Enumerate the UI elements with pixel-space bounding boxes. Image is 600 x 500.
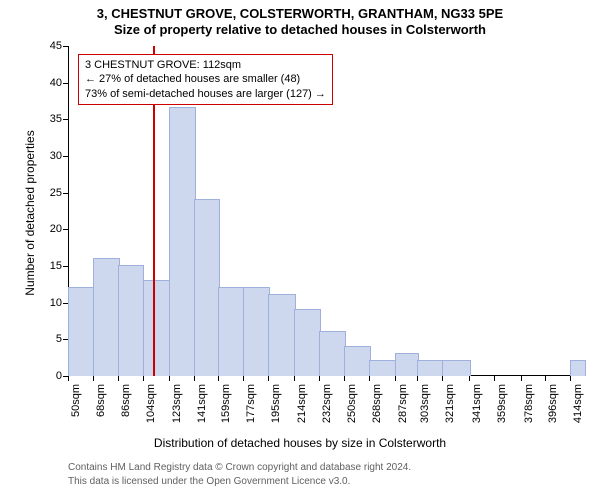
x-axis-label: Distribution of detached houses by size … — [0, 436, 600, 450]
histogram-bar — [118, 265, 145, 376]
xtick-label: 195sqm — [270, 384, 282, 434]
ytick-mark — [63, 119, 68, 120]
xtick-label: 123sqm — [171, 384, 183, 434]
xtick-mark — [143, 376, 144, 381]
xtick-mark — [494, 376, 495, 381]
xtick-label: 396sqm — [547, 384, 559, 434]
ytick-mark — [63, 83, 68, 84]
xtick-mark — [417, 376, 418, 381]
xtick-label: 359sqm — [496, 384, 508, 434]
annotation-line-3: 73% of semi-detached houses are larger (… — [85, 87, 326, 101]
xtick-label: 414sqm — [572, 384, 584, 434]
xtick-mark — [344, 376, 345, 381]
xtick-mark — [268, 376, 269, 381]
xtick-mark — [319, 376, 320, 381]
xtick-label: 68sqm — [95, 384, 107, 434]
xtick-label: 321sqm — [444, 384, 456, 434]
xtick-label: 104sqm — [145, 384, 157, 434]
xtick-mark — [93, 376, 94, 381]
histogram-bar — [319, 331, 346, 376]
xtick-mark — [442, 376, 443, 381]
xtick-label: 250sqm — [346, 384, 358, 434]
xtick-mark — [369, 376, 370, 381]
histogram-bar — [417, 360, 444, 376]
annotation-line-2: ← 27% of detached houses are smaller (48… — [85, 72, 326, 86]
histogram-bar — [570, 360, 586, 376]
xtick-mark — [469, 376, 470, 381]
xtick-mark — [521, 376, 522, 381]
xtick-label: 86sqm — [120, 384, 132, 434]
xtick-label: 50sqm — [70, 384, 82, 434]
xtick-label: 214sqm — [296, 384, 308, 434]
xtick-label: 303sqm — [419, 384, 431, 434]
xtick-label: 378sqm — [523, 384, 535, 434]
histogram-bar — [369, 360, 397, 376]
annotation-line-1: 3 CHESTNUT GROVE: 112sqm — [85, 58, 326, 72]
xtick-label: 232sqm — [321, 384, 333, 434]
ytick-mark — [63, 229, 68, 230]
xtick-mark — [169, 376, 170, 381]
chart-container: 3, CHESTNUT GROVE, COLSTERWORTH, GRANTHA… — [0, 0, 600, 500]
histogram-bar — [294, 309, 321, 376]
xtick-label: 341sqm — [471, 384, 483, 434]
histogram-bar — [218, 287, 245, 376]
ytick-mark — [63, 266, 68, 267]
histogram-bar — [194, 199, 221, 376]
histogram-bar — [93, 258, 120, 376]
xtick-mark — [294, 376, 295, 381]
histogram-bar — [68, 287, 95, 376]
xtick-label: 159sqm — [220, 384, 232, 434]
histogram-bar — [143, 280, 171, 376]
xtick-label: 287sqm — [397, 384, 409, 434]
footer-line-1: Contains HM Land Registry data © Crown c… — [68, 462, 411, 473]
xtick-mark — [194, 376, 195, 381]
ytick-mark — [63, 193, 68, 194]
xtick-label: 141sqm — [196, 384, 208, 434]
footer-line-2: This data is licensed under the Open Gov… — [68, 476, 350, 487]
xtick-label: 177sqm — [245, 384, 257, 434]
title-line-2: Size of property relative to detached ho… — [0, 22, 600, 38]
annotation-box: 3 CHESTNUT GROVE: 112sqm← 27% of detache… — [78, 54, 333, 105]
xtick-mark — [68, 376, 69, 381]
ytick-mark — [63, 46, 68, 47]
xtick-mark — [218, 376, 219, 381]
y-axis-label: Number of detached properties — [23, 113, 37, 313]
histogram-bar — [442, 360, 472, 376]
histogram-bar — [169, 107, 196, 376]
xtick-mark — [243, 376, 244, 381]
xtick-mark — [118, 376, 119, 381]
xtick-label: 268sqm — [371, 384, 383, 434]
histogram-bar — [395, 353, 419, 376]
xtick-mark — [570, 376, 571, 381]
plot-area: 05101520253035404550sqm68sqm86sqm104sqm1… — [68, 46, 584, 376]
title-line-1: 3, CHESTNUT GROVE, COLSTERWORTH, GRANTHA… — [0, 0, 600, 22]
xtick-mark — [395, 376, 396, 381]
ytick-mark — [63, 156, 68, 157]
xtick-mark — [545, 376, 546, 381]
histogram-bar — [344, 346, 371, 376]
histogram-bar — [243, 287, 270, 376]
histogram-bar — [268, 294, 296, 376]
